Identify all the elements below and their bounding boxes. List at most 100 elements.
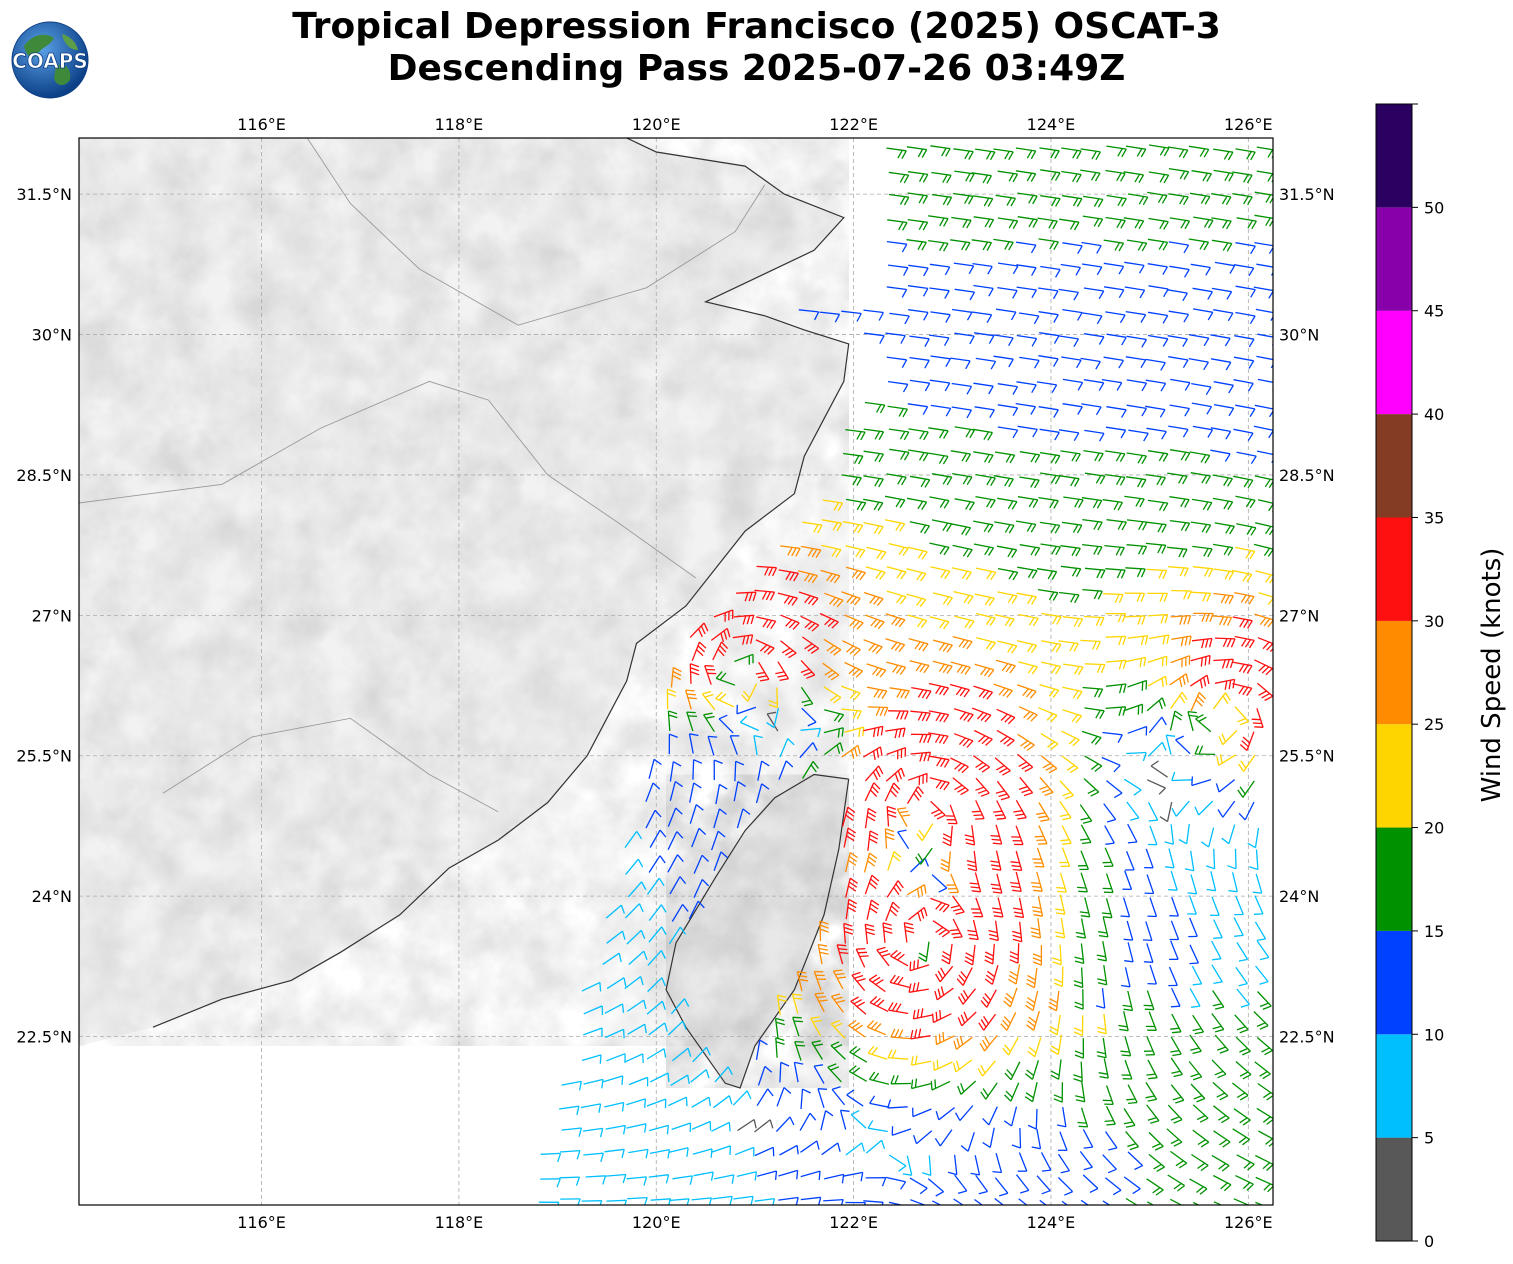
- wind-barb: [982, 1106, 998, 1126]
- wind-barb: [1038, 355, 1059, 367]
- wind-barbs: [538, 144, 1273, 1205]
- wind-barb: [909, 475, 931, 488]
- wind-barb: [1105, 216, 1126, 229]
- wind-barb: [863, 498, 884, 511]
- wind-barb: [1254, 404, 1273, 418]
- wind-barb: [902, 1155, 913, 1176]
- wind-barb: [1075, 918, 1087, 939]
- wind-barb: [1217, 800, 1236, 818]
- wind-barb: [1148, 634, 1170, 645]
- wind-barb: [1016, 241, 1037, 254]
- wind-barb: [971, 800, 985, 820]
- wind-barb: [887, 851, 902, 871]
- wind-barb: [689, 622, 709, 638]
- wind-barb: [1036, 1175, 1051, 1195]
- wind-barb: [994, 757, 1011, 776]
- map-title: Tropical Depression Francisco (2025) OSC…: [0, 6, 1513, 90]
- wind-barb: [1168, 356, 1189, 369]
- wind-barb: [979, 1034, 998, 1052]
- wind-barb: [932, 592, 953, 606]
- wind-barb: [863, 852, 878, 873]
- wind-barb: [909, 959, 930, 972]
- wind-barb: [798, 591, 819, 606]
- wind-barb: [1126, 335, 1147, 348]
- wind-barb: [864, 401, 886, 414]
- wind-barb: [768, 687, 779, 709]
- wind-barb: [1233, 475, 1254, 489]
- wind-barb: [864, 923, 875, 945]
- wind-barb: [930, 1079, 951, 1091]
- wind-barb: [778, 760, 794, 780]
- wind-barb: [1211, 1059, 1227, 1079]
- wind-barb: [1125, 567, 1146, 578]
- wind-barb: [1254, 241, 1273, 254]
- wind-barb: [822, 499, 844, 512]
- wind-barb: [1169, 496, 1190, 508]
- wind-barb: [1187, 895, 1197, 915]
- wind-barb: [1193, 612, 1214, 623]
- wind-barb: [1254, 214, 1273, 227]
- wind-barb: [956, 967, 973, 986]
- longitude-tick-labels-bottom: 116°E 118°E 120°E 122°E 124°E 126°E: [237, 1213, 1272, 1232]
- wind-barb: [1061, 1200, 1069, 1205]
- wind-barb: [929, 777, 950, 791]
- wind-barb: [736, 808, 751, 829]
- wind-barb: [779, 738, 795, 758]
- wind-barb: [1061, 755, 1079, 774]
- wind-barb: [1038, 707, 1058, 723]
- wind-barb: [846, 1089, 864, 1107]
- wind-barb: [628, 1076, 649, 1087]
- wind-barb: [754, 1146, 775, 1157]
- wind-barb: [688, 900, 705, 920]
- wind-barb: [1077, 850, 1090, 871]
- wind-barb: [1192, 566, 1214, 578]
- wind-barb: [1083, 195, 1104, 208]
- wind-barb: [869, 1095, 890, 1108]
- wind-barb: [819, 612, 839, 629]
- wind-barb: [559, 1176, 581, 1186]
- lon-tick-label: 126°E: [1224, 115, 1273, 134]
- wind-barb: [736, 591, 757, 602]
- wind-barb: [1191, 965, 1203, 986]
- wind-barb: [1188, 1060, 1203, 1081]
- wind-barb: [797, 570, 818, 584]
- wind-barb: [648, 1174, 670, 1184]
- wind-barb: [1164, 824, 1175, 845]
- wind-barb: [910, 751, 932, 762]
- wind-barb: [1252, 873, 1263, 894]
- wind-barb: [715, 671, 736, 686]
- wind-barb: [1105, 568, 1126, 579]
- wind-barb: [1233, 379, 1254, 392]
- wind-barb: [885, 332, 906, 344]
- wind-barb: [993, 238, 1014, 251]
- wind-barb: [718, 714, 734, 734]
- wind-barb: [779, 1061, 790, 1083]
- wind-barb: [1171, 800, 1190, 817]
- wind-barb: [841, 310, 862, 322]
- colorbar-bin: [1376, 104, 1412, 208]
- wind-barb: [1211, 217, 1232, 230]
- wind-barb: [1017, 192, 1038, 205]
- wind-barb: [1016, 286, 1037, 299]
- wind-barb: [734, 760, 745, 782]
- wind-barb: [997, 426, 1019, 439]
- wind-barb: [1251, 708, 1264, 728]
- wind-barb: [1192, 1014, 1205, 1035]
- wind-barb: [1144, 848, 1154, 869]
- wind-barb: [1236, 523, 1257, 536]
- wind-barb: [845, 498, 867, 511]
- wind-barb: [540, 1178, 561, 1188]
- wind-barb: [814, 992, 828, 1012]
- wind-barb: [995, 780, 1011, 801]
- wind-barb: [799, 1112, 817, 1131]
- wind-barb: [1060, 825, 1072, 845]
- wind-barb: [1165, 734, 1176, 755]
- lon-tick-label: 124°E: [1027, 115, 1076, 134]
- wind-barb: [1233, 428, 1254, 442]
- wind-barb: [930, 800, 946, 820]
- colorbar-bin: [1376, 207, 1412, 311]
- wind-barb: [957, 1011, 977, 1027]
- wind-barb: [713, 1095, 733, 1109]
- wind-barb: [841, 591, 861, 606]
- wind-barb: [885, 1176, 907, 1190]
